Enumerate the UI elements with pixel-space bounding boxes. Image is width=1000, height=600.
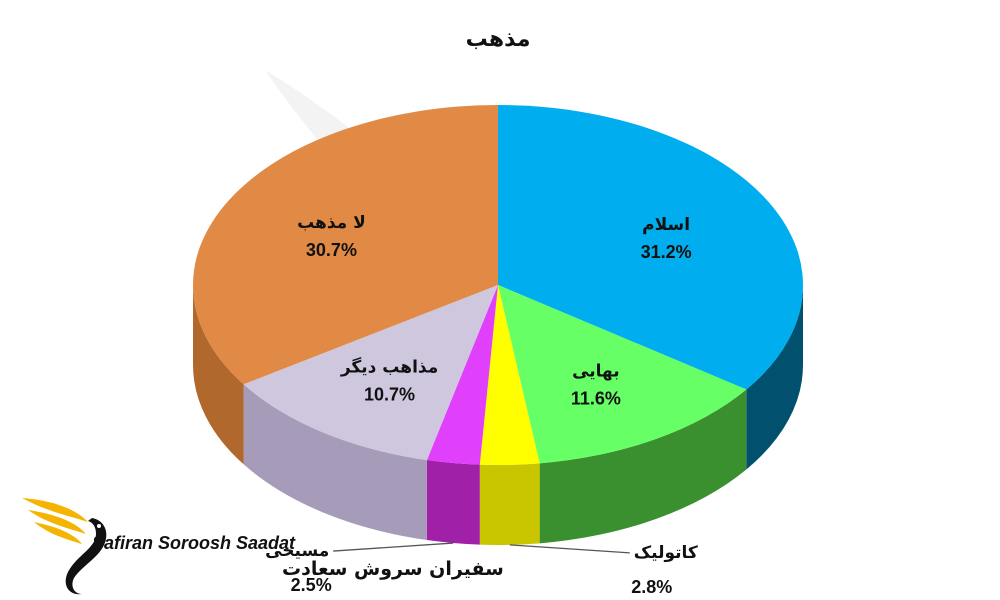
slice-0-value: 31.2%: [641, 242, 692, 262]
slice-3-value: 2.5%: [291, 575, 332, 595]
bird-logo-icon: [22, 498, 107, 595]
slice-1-value: 11.6%: [571, 388, 621, 408]
slice-2-side: [479, 463, 540, 546]
slice-5-side: [193, 285, 244, 465]
slice-3-side: [426, 460, 480, 545]
chart-title: مذهب: [466, 27, 531, 52]
logo: Safiran Soroosh Saadat سفیران سروش سعادت: [22, 498, 504, 595]
slice-0-side: [746, 285, 804, 470]
slice-4-top: [243, 285, 498, 461]
slice-3-leader-line: [333, 542, 454, 552]
slice-1-top: [498, 285, 747, 464]
slice-2-leader-line: [509, 544, 630, 554]
slice-5-label: لا مذهب: [297, 213, 366, 233]
slice-0-top: [498, 105, 803, 390]
logo-text-en: Safiran Soroosh Saadat: [92, 533, 296, 553]
slice-3-label: مسیحی: [265, 541, 329, 561]
slice-2-top: [479, 285, 540, 466]
pie-labels: اسلام 31.2% بهایی 11.6% کاتولیک 2.8% مسیحی 2.5%…: [265, 213, 698, 597]
slice-3-top: [426, 285, 498, 465]
slice-5-value: 30.7%: [306, 240, 357, 260]
pie-sides: [193, 285, 804, 546]
slice-4-side: [243, 384, 427, 541]
slice-5-top: [192, 104, 498, 385]
slice-2-value: 2.8%: [631, 577, 672, 597]
pie-leaders: [333, 542, 630, 554]
slice-1-side: [539, 389, 747, 544]
pie-tops: [192, 104, 803, 466]
logo-text-fa: سفیران سروش سعادت: [282, 558, 504, 580]
slice-2-label: کاتولیک: [634, 543, 698, 563]
slice-4-value: 10.7%: [364, 384, 415, 404]
slice-4-label: مذاهب دیگر: [340, 356, 438, 377]
slice-0-label: اسلام: [642, 215, 690, 235]
slice-1-label: بهایی: [572, 361, 620, 381]
